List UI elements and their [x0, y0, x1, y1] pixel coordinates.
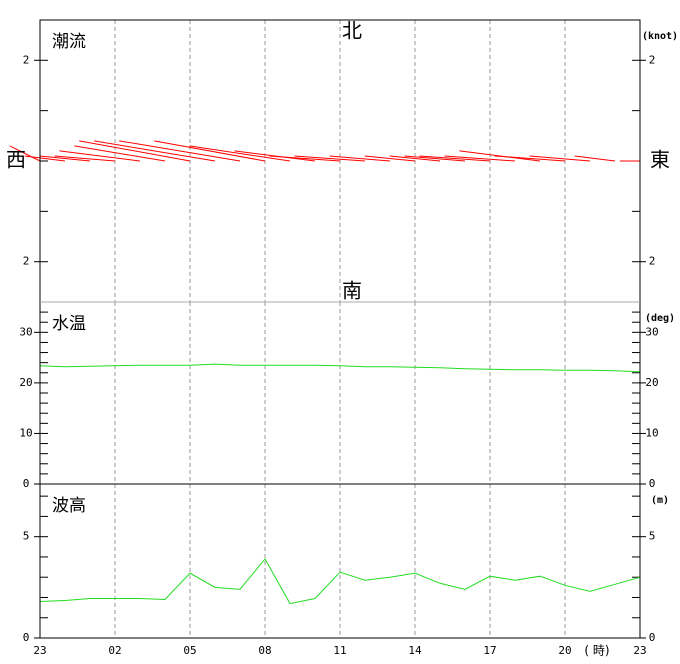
current-vector	[24, 155, 66, 162]
x-tick-label: 23	[633, 644, 646, 657]
current-vector	[79, 140, 191, 162]
y-tick-label: 0	[23, 477, 30, 490]
y-tick-label: 5	[23, 530, 30, 543]
x-tick-label: 20	[558, 644, 571, 657]
y-tick-label: 0	[649, 477, 656, 490]
y-tick-label: 2	[23, 53, 30, 66]
y-tick-label: 0	[649, 631, 656, 644]
x-axis-label: ( 時)	[584, 644, 609, 658]
unit-label: (m)	[651, 495, 669, 506]
x-tick-label: 23	[33, 644, 46, 657]
y-tick-label: 0	[23, 631, 30, 644]
current-vector	[74, 145, 166, 162]
y-tick-label: 10	[645, 426, 658, 439]
current-vector	[189, 145, 291, 162]
compass-west: 西	[6, 148, 26, 172]
current-vector	[59, 150, 141, 162]
current-vector	[404, 155, 466, 162]
current-vector	[444, 155, 516, 162]
x-tick-label: 17	[483, 644, 496, 657]
x-tick-label: 05	[183, 644, 196, 657]
panel-title: 波高	[52, 496, 86, 516]
current-vector	[94, 140, 216, 162]
y-tick-label: 2	[649, 53, 656, 66]
current-vector	[39, 155, 91, 162]
x-tick-label: 11	[333, 644, 346, 657]
y-tick-label: 20	[645, 376, 658, 389]
current-vector	[269, 155, 341, 162]
y-tick-label: 30	[19, 325, 32, 338]
current-vector	[154, 140, 266, 162]
y-tick-label: 2	[23, 255, 30, 268]
current-vector	[364, 155, 416, 162]
current-vector	[574, 155, 616, 162]
compass-north: 北	[342, 19, 362, 43]
current-vector	[9, 145, 41, 162]
panel-title: 潮流	[52, 32, 86, 52]
unit-label: (knot)	[642, 31, 678, 42]
current-vector	[419, 155, 491, 162]
compass-east: 東	[650, 148, 670, 172]
y-tick-label: 5	[649, 530, 656, 543]
panel-frame	[39, 483, 641, 639]
unit-label: (deg)	[645, 313, 675, 324]
y-tick-label: 30	[645, 325, 658, 338]
current-vector	[294, 155, 366, 162]
current-vector	[54, 155, 116, 162]
compass-south: 南	[342, 279, 362, 303]
current-vector	[529, 155, 591, 162]
line-series	[39, 363, 641, 373]
line-series	[39, 558, 641, 605]
panel-title: 水温	[52, 314, 86, 334]
current-vector	[119, 140, 241, 162]
y-tick-label: 10	[19, 426, 32, 439]
current-vector	[389, 155, 441, 162]
x-tick-label: 02	[108, 644, 121, 657]
y-tick-label: 20	[19, 376, 32, 389]
y-tick-label: 2	[649, 255, 656, 268]
x-tick-label: 14	[408, 644, 422, 657]
current-vector	[329, 155, 391, 162]
current-vector	[494, 155, 566, 162]
x-tick-label: 08	[258, 644, 271, 657]
